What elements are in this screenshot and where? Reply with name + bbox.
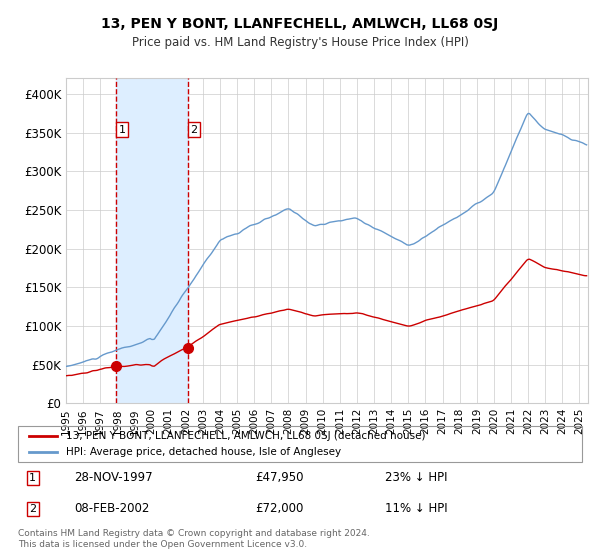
Text: Contains HM Land Registry data © Crown copyright and database right 2024.
This d: Contains HM Land Registry data © Crown c… bbox=[18, 529, 370, 549]
Text: HPI: Average price, detached house, Isle of Anglesey: HPI: Average price, detached house, Isle… bbox=[66, 447, 341, 457]
Text: 11% ↓ HPI: 11% ↓ HPI bbox=[385, 502, 447, 515]
Text: 23% ↓ HPI: 23% ↓ HPI bbox=[385, 471, 447, 484]
Text: 2: 2 bbox=[29, 504, 37, 514]
Text: 1: 1 bbox=[29, 473, 36, 483]
Text: 2: 2 bbox=[190, 124, 197, 134]
Text: 13, PEN Y BONT, LLANFECHELL, AMLWCH, LL68 0SJ (detached house): 13, PEN Y BONT, LLANFECHELL, AMLWCH, LL6… bbox=[66, 431, 425, 441]
Text: £47,950: £47,950 bbox=[255, 471, 304, 484]
Text: 28-NOV-1997: 28-NOV-1997 bbox=[74, 471, 153, 484]
Text: 1: 1 bbox=[118, 124, 125, 134]
Text: £72,000: £72,000 bbox=[255, 502, 303, 515]
Text: Price paid vs. HM Land Registry's House Price Index (HPI): Price paid vs. HM Land Registry's House … bbox=[131, 36, 469, 49]
Text: 08-FEB-2002: 08-FEB-2002 bbox=[74, 502, 150, 515]
Bar bbox=[116, 78, 188, 403]
Text: 13, PEN Y BONT, LLANFECHELL, AMLWCH, LL68 0SJ: 13, PEN Y BONT, LLANFECHELL, AMLWCH, LL6… bbox=[101, 17, 499, 31]
